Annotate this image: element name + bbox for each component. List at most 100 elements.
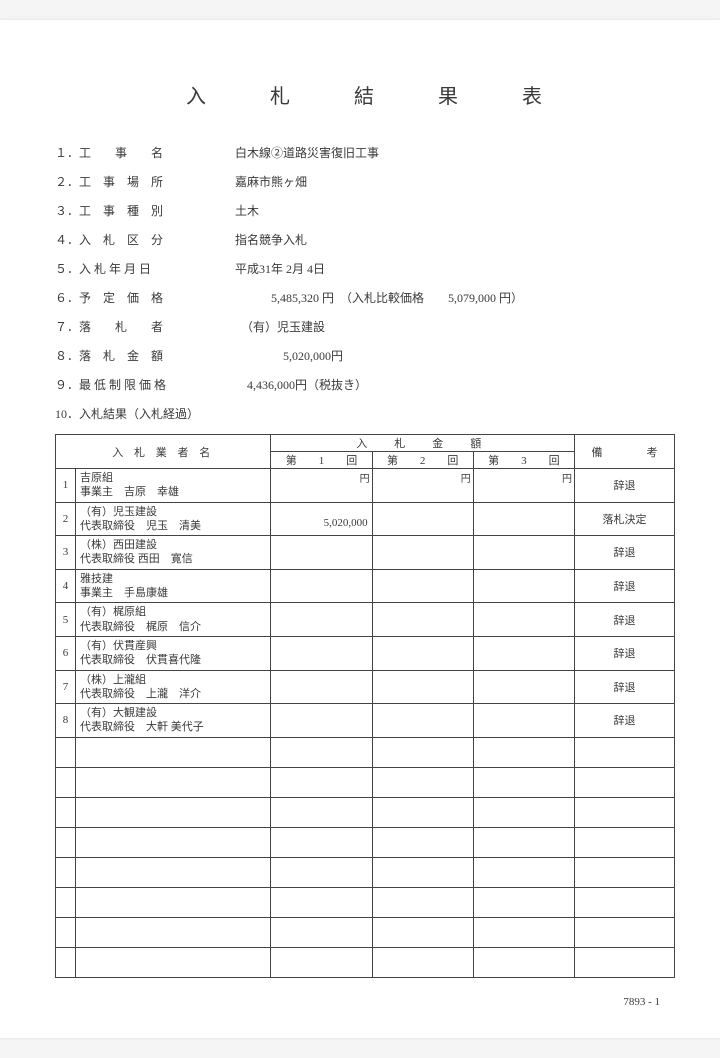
- amount-r1: 5,020,000: [271, 502, 372, 536]
- amount-r2: [372, 857, 473, 887]
- table-row: 8 （有）大観建設代表取締役 大軒 美代子 辞退: [56, 704, 675, 738]
- hdr-amount: 入 札 金 額: [271, 435, 575, 452]
- field-label: ６．予 定 価 格: [55, 289, 235, 306]
- row-number: 3: [56, 536, 76, 570]
- bidder-name: [76, 767, 271, 797]
- amount-r2: 円: [372, 469, 473, 503]
- amount-r1: [271, 569, 372, 603]
- amount-r2: [372, 947, 473, 977]
- table-row: 1 吉原組事業主 吉原 幸雄 円 円 円 辞退: [56, 469, 675, 503]
- table-row-empty: [56, 857, 675, 887]
- field-label: ７．落 札 者: [55, 318, 235, 335]
- field-value: 5,020,000円: [235, 347, 343, 364]
- amount-r3: [473, 767, 574, 797]
- hdr-remark: 備 考: [575, 435, 675, 469]
- document-title: 入 札 結 果 表: [40, 80, 680, 109]
- amount-r1: [271, 603, 372, 637]
- table-row-empty: [56, 887, 675, 917]
- amount-r3: [473, 827, 574, 857]
- hdr-round-2: 第 2 回: [372, 452, 473, 469]
- bidder-name: （有）児玉建設代表取締役 児玉 清美: [76, 502, 271, 536]
- amount-r2: [372, 536, 473, 570]
- amount-r3: [473, 947, 574, 977]
- remark: [575, 947, 675, 977]
- row-number: 1: [56, 469, 76, 503]
- row-number: 6: [56, 636, 76, 670]
- field-value: 5,485,320 円 （入札比較価格 5,079,000 円）: [235, 289, 523, 306]
- amount-r2: [372, 603, 473, 637]
- field-label: １．工 事 名: [55, 144, 235, 161]
- bidder-name: [76, 827, 271, 857]
- table-row: 7 （株）上瀧組代表取締役 上瀧 洋介 辞退: [56, 670, 675, 704]
- table-row: 6 （有）伏貫産興代表取締役 伏貫喜代隆 辞退: [56, 636, 675, 670]
- table-row-empty: [56, 767, 675, 797]
- row-number: [56, 797, 76, 827]
- table-row-empty: [56, 797, 675, 827]
- remark: 辞退: [575, 569, 675, 603]
- field-label: ８．落 札 金 額: [55, 347, 235, 364]
- row-number: [56, 857, 76, 887]
- amount-r1: [271, 767, 372, 797]
- amount-r1: [271, 827, 372, 857]
- amount-r1: [271, 857, 372, 887]
- amount-r3: 円: [473, 469, 574, 503]
- row-number: [56, 737, 76, 767]
- field-row: ５．入 札 年 月 日平成31年 2月 4日: [55, 260, 680, 277]
- field-row: １．工 事 名白木線②道路災害復旧工事: [55, 144, 680, 161]
- field-list: １．工 事 名白木線②道路災害復旧工事 ２．工 事 場 所嘉麻市熊ヶ畑 ３．工 事 …: [55, 144, 680, 422]
- amount-r2: [372, 917, 473, 947]
- row-number: 7: [56, 670, 76, 704]
- field-value: 平成31年 2月 4日: [235, 260, 325, 277]
- amount-r2: [372, 704, 473, 738]
- field-row: 10．入札結果（入札経過）: [55, 405, 680, 422]
- results-table-wrap: 入 札 業 者 名 入 札 金 額 備 考 第 1 回 第 2 回 第 3 回 …: [55, 434, 675, 978]
- remark: [575, 857, 675, 887]
- amount-r3: [473, 797, 574, 827]
- amount-r1: [271, 947, 372, 977]
- row-number: 8: [56, 704, 76, 738]
- field-value: 指名競争入札: [235, 231, 307, 248]
- amount-r3: [473, 603, 574, 637]
- field-value: 土木: [235, 202, 259, 219]
- remark: [575, 737, 675, 767]
- field-row: ３．工 事 種 別土木: [55, 202, 680, 219]
- bidder-name: （有）伏貫産興代表取締役 伏貫喜代隆: [76, 636, 271, 670]
- field-label: ４．入 札 区 分: [55, 231, 235, 248]
- amount-r2: [372, 636, 473, 670]
- row-number: [56, 827, 76, 857]
- field-label: 10．入札結果（入札経過）: [55, 405, 235, 422]
- bidder-name: （株）西田建設代表取締役 西田 寛信: [76, 536, 271, 570]
- amount-r1: [271, 704, 372, 738]
- field-row: ９．最 低 制 限 価 格 4,436,000円（税抜き）: [55, 376, 680, 393]
- bidder-name: 雅技建事業主 手島康雄: [76, 569, 271, 603]
- field-value: （有）児玉建設: [235, 318, 325, 335]
- bidder-name: （有）梶原組代表取締役 梶原 信介: [76, 603, 271, 637]
- field-label: ３．工 事 種 別: [55, 202, 235, 219]
- row-number: 5: [56, 603, 76, 637]
- remark: [575, 827, 675, 857]
- remark: [575, 797, 675, 827]
- remark: 辞退: [575, 670, 675, 704]
- bidder-name: （株）上瀧組代表取締役 上瀧 洋介: [76, 670, 271, 704]
- amount-r1: [271, 636, 372, 670]
- hdr-round-1: 第 1 回: [271, 452, 372, 469]
- row-number: 2: [56, 502, 76, 536]
- field-row: ２．工 事 場 所嘉麻市熊ヶ畑: [55, 173, 680, 190]
- remark: 辞退: [575, 636, 675, 670]
- table-row-empty: [56, 917, 675, 947]
- field-row: ８．落 札 金 額 5,020,000円: [55, 347, 680, 364]
- amount-r2: [372, 797, 473, 827]
- amount-r3: [473, 569, 574, 603]
- bidder-name: （有）大観建設代表取締役 大軒 美代子: [76, 704, 271, 738]
- amount-r3: [473, 887, 574, 917]
- bidder-name: [76, 917, 271, 947]
- remark: [575, 767, 675, 797]
- field-value: 4,436,000円（税抜き）: [235, 376, 367, 393]
- field-value: 嘉麻市熊ヶ畑: [235, 173, 307, 190]
- remark: [575, 917, 675, 947]
- amount-r1: 円: [271, 469, 372, 503]
- amount-r1: [271, 536, 372, 570]
- results-table: 入 札 業 者 名 入 札 金 額 備 考 第 1 回 第 2 回 第 3 回 …: [55, 434, 675, 978]
- row-number: [56, 887, 76, 917]
- page-footer: 7893 - 1: [623, 996, 660, 1008]
